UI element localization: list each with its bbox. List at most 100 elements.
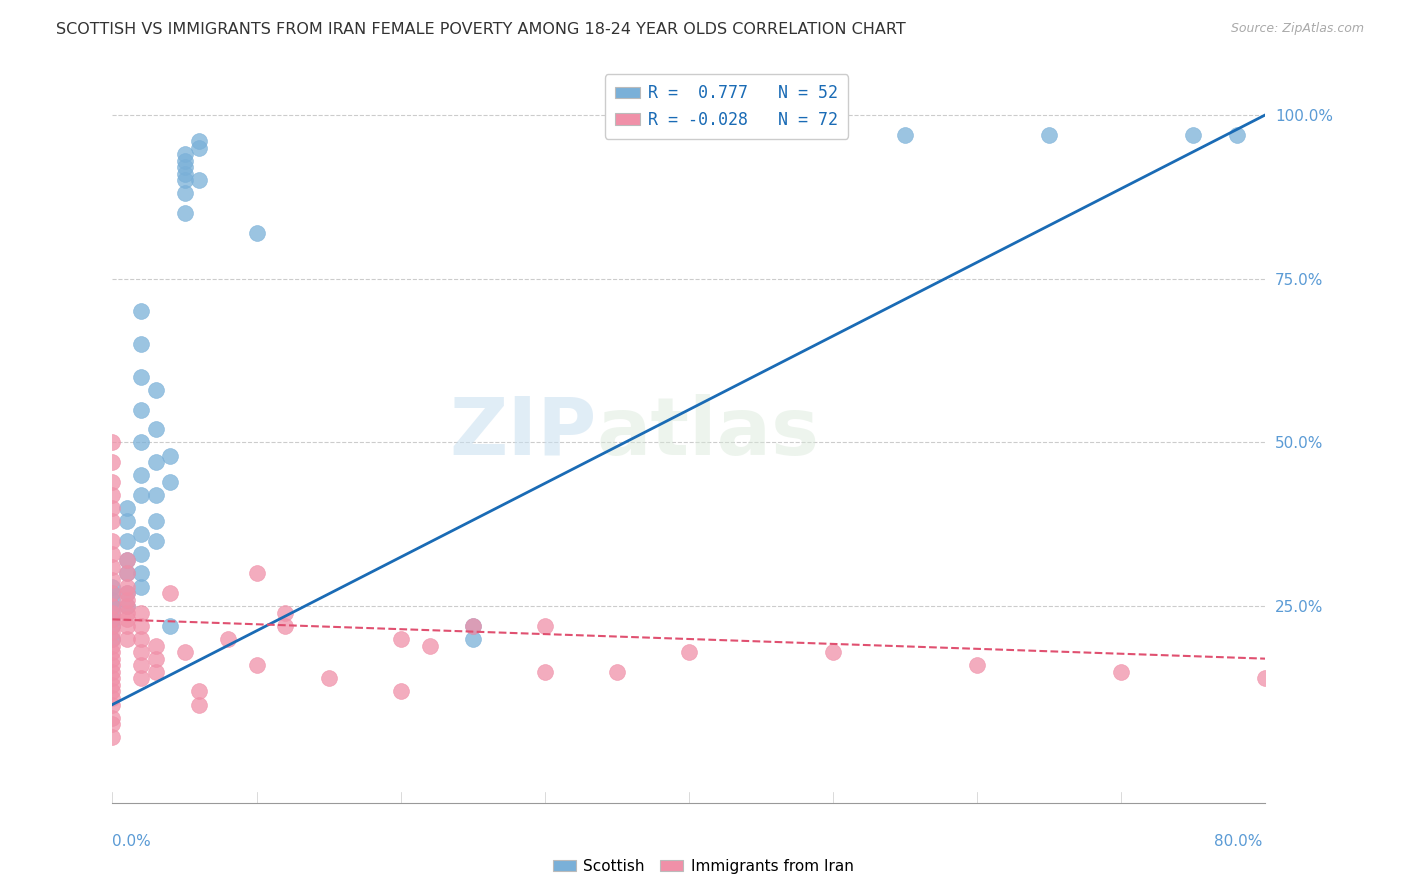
Point <box>101 500 124 515</box>
Point <box>101 645 124 659</box>
Point <box>115 580 138 594</box>
Point <box>101 625 124 640</box>
Point <box>274 606 297 620</box>
Point <box>115 533 138 548</box>
Text: atlas: atlas <box>596 393 820 472</box>
Point <box>129 566 153 581</box>
Point <box>101 435 124 450</box>
Point <box>101 612 124 626</box>
Point <box>173 186 195 201</box>
Point <box>129 468 153 483</box>
Point <box>115 612 138 626</box>
Point <box>129 402 153 417</box>
Point <box>533 619 555 633</box>
Point <box>145 455 167 469</box>
Point <box>115 619 138 633</box>
Point <box>101 619 124 633</box>
Point <box>145 639 167 653</box>
Point <box>101 599 124 614</box>
Point <box>101 533 124 548</box>
Point <box>129 304 153 318</box>
Point <box>101 573 124 587</box>
Point <box>419 639 441 653</box>
Point <box>129 606 153 620</box>
Point <box>115 566 138 581</box>
Text: 80.0%: 80.0% <box>1215 834 1263 849</box>
Point <box>159 619 181 633</box>
Point <box>145 383 167 397</box>
Text: Source: ZipAtlas.com: Source: ZipAtlas.com <box>1230 22 1364 36</box>
Point <box>101 678 124 692</box>
Point <box>101 711 124 725</box>
Point <box>245 658 267 673</box>
Point <box>1038 128 1060 142</box>
Point <box>461 619 484 633</box>
Point <box>115 500 138 515</box>
Point <box>115 566 138 581</box>
Point <box>1182 128 1205 142</box>
Point <box>533 665 555 679</box>
Point <box>101 592 124 607</box>
Point <box>188 684 211 698</box>
Point <box>129 370 153 384</box>
Text: 0.0%: 0.0% <box>112 834 152 849</box>
Point <box>678 645 700 659</box>
Point <box>101 651 124 665</box>
Point <box>173 167 195 181</box>
Point <box>129 645 153 659</box>
Point <box>1254 671 1277 685</box>
Point <box>101 639 124 653</box>
Point <box>145 422 167 436</box>
Point <box>188 134 211 148</box>
Point <box>188 173 211 187</box>
Point <box>101 606 124 620</box>
Point <box>115 553 138 567</box>
Point <box>129 435 153 450</box>
Point <box>159 449 181 463</box>
Point <box>173 206 195 220</box>
Point <box>101 612 124 626</box>
Point <box>129 337 153 351</box>
Point <box>101 475 124 489</box>
Point <box>129 632 153 646</box>
Point <box>115 553 138 567</box>
Point <box>115 592 138 607</box>
Point <box>145 514 167 528</box>
Point <box>101 671 124 685</box>
Point <box>318 671 340 685</box>
Point <box>1111 665 1133 679</box>
Point <box>101 665 124 679</box>
Point <box>145 651 167 665</box>
Point <box>115 586 138 600</box>
Point <box>101 488 124 502</box>
Point <box>245 566 267 581</box>
Point <box>115 514 138 528</box>
Point <box>188 140 211 154</box>
Point <box>966 658 988 673</box>
Point <box>101 560 124 574</box>
Point <box>1226 128 1249 142</box>
Point <box>894 128 917 142</box>
Text: SCOTTISH VS IMMIGRANTS FROM IRAN FEMALE POVERTY AMONG 18-24 YEAR OLDS CORRELATIO: SCOTTISH VS IMMIGRANTS FROM IRAN FEMALE … <box>56 22 905 37</box>
Point <box>115 599 138 614</box>
Point <box>115 599 138 614</box>
Point <box>129 658 153 673</box>
Point <box>145 533 167 548</box>
Point <box>101 632 124 646</box>
Point <box>101 690 124 705</box>
Point <box>101 586 124 600</box>
Point <box>145 488 167 502</box>
Text: ZIP: ZIP <box>450 393 596 472</box>
Point <box>173 173 195 187</box>
Point <box>101 455 124 469</box>
Point <box>274 619 297 633</box>
Point <box>101 586 124 600</box>
Point <box>101 606 124 620</box>
Point <box>129 488 153 502</box>
Point <box>159 586 181 600</box>
Point <box>115 586 138 600</box>
Point <box>101 514 124 528</box>
Point <box>173 153 195 168</box>
Point <box>159 475 181 489</box>
Point <box>101 599 124 614</box>
